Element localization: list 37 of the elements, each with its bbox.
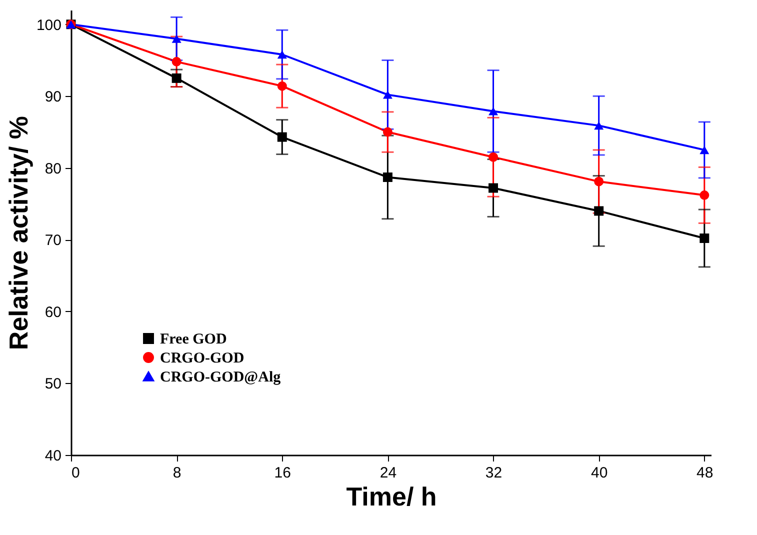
point (488, 183, 498, 193)
x-axis-title: Time/ h (346, 482, 437, 512)
point (700, 234, 710, 243)
x-tick-label: 40 (590, 464, 608, 482)
x-tick-label: 0 (72, 464, 80, 482)
y-tick-label: 90 (44, 88, 62, 106)
point (594, 206, 604, 216)
x-tick-label: 16 (274, 464, 291, 482)
y-tick-label: 40 (44, 448, 62, 464)
x-tick-label: 48 (696, 464, 714, 482)
point (488, 107, 498, 116)
point (172, 56, 182, 66)
point (172, 34, 182, 43)
y-tick-label: 50 (44, 376, 62, 393)
point (594, 121, 604, 130)
y-axis-title: Relative activity/ % (3, 116, 34, 350)
y-tick-label: 80 (44, 160, 62, 178)
point (277, 132, 287, 142)
legend-label: Free GOD (160, 332, 227, 348)
legend-label: CRGO-GOD@Alg (160, 370, 282, 386)
point (277, 81, 287, 91)
x-tick-label: 8 (172, 464, 182, 482)
point (277, 50, 287, 59)
y-tick-label: 100 (36, 16, 62, 34)
point (382, 172, 392, 182)
point (594, 176, 604, 186)
x-tick-label: 24 (380, 464, 397, 482)
point (488, 152, 498, 162)
y-tick-label: 70 (44, 232, 62, 250)
point (172, 73, 182, 83)
point (700, 190, 710, 200)
point (382, 127, 392, 137)
x-tick-label: 32 (485, 464, 502, 482)
y-tick-label: 60 (44, 304, 62, 321)
point (700, 146, 710, 154)
point (382, 90, 392, 99)
legend-label: CRGO-GOD (160, 350, 244, 366)
